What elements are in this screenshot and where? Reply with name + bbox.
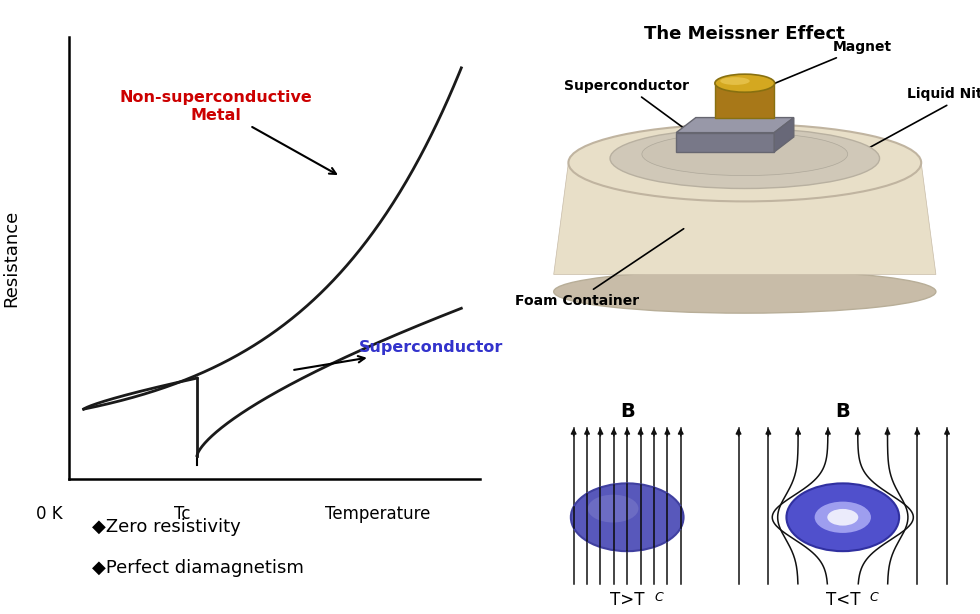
PathPatch shape [774,117,794,152]
Text: Temperature: Temperature [324,505,430,524]
Ellipse shape [814,502,871,533]
Ellipse shape [570,483,684,551]
Text: C: C [655,591,662,604]
Ellipse shape [554,270,936,313]
Ellipse shape [568,124,921,201]
Ellipse shape [827,509,858,526]
Ellipse shape [610,128,880,188]
Ellipse shape [588,495,639,523]
Ellipse shape [715,74,774,92]
Text: Superconductor: Superconductor [294,340,504,370]
PathPatch shape [676,117,794,133]
Text: B: B [835,402,851,421]
Text: ◆Perfect diamagnetism: ◆Perfect diamagnetism [92,559,304,577]
Ellipse shape [720,77,750,85]
Text: Foam Container: Foam Container [514,229,684,308]
Text: T>T: T>T [610,591,645,609]
PathPatch shape [676,133,774,152]
Text: Magnet: Magnet [762,40,892,88]
Ellipse shape [787,483,900,551]
Text: Liquid Nitrogen: Liquid Nitrogen [859,87,980,153]
PathPatch shape [554,163,936,274]
Text: ◆Zero resistivity: ◆Zero resistivity [92,518,241,536]
Text: T<T: T<T [825,591,860,609]
Text: Superconductor: Superconductor [564,79,694,135]
PathPatch shape [715,83,774,117]
Text: Non-superconductive
Metal: Non-superconductive Metal [120,90,336,174]
Text: 0 K: 0 K [35,505,63,524]
Text: The Meissner Effect: The Meissner Effect [645,25,845,43]
Text: Tc: Tc [173,505,190,524]
Text: Resistance: Resistance [2,209,20,306]
Text: C: C [870,591,878,604]
Text: B: B [619,402,635,421]
Ellipse shape [642,133,848,176]
